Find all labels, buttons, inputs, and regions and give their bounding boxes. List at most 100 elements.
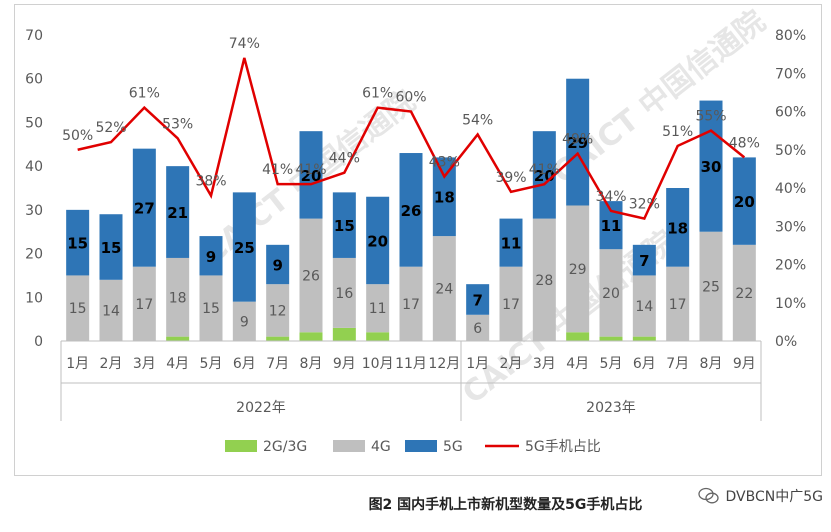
y-right-tick-label: 10% xyxy=(775,296,806,312)
bar-label-5g: 27 xyxy=(134,200,155,218)
bar-5g xyxy=(132,148,156,267)
bar-label-4g: 26 xyxy=(302,268,320,284)
bar-4g xyxy=(499,266,523,341)
bar-4g xyxy=(166,257,190,337)
bar-4g xyxy=(566,205,590,333)
bar-label-5g: 20 xyxy=(734,193,755,211)
bar-4g xyxy=(732,244,756,341)
line-data-label: 60% xyxy=(395,90,426,106)
line-data-label: 53% xyxy=(162,116,193,132)
x-tick-label: 4月 xyxy=(166,356,189,372)
x-tick-label: 2月 xyxy=(100,356,123,372)
bar-5g xyxy=(166,166,190,258)
bar-label-5g: 21 xyxy=(167,204,188,222)
legend-label: 5G手机占比 xyxy=(525,439,601,455)
line-data-label: 48% xyxy=(729,135,760,151)
bar-4g xyxy=(632,275,656,337)
bar-5g xyxy=(66,209,90,276)
bar-label-4g: 12 xyxy=(269,303,287,319)
bar-2g3g xyxy=(299,332,323,341)
legend-label: 4G xyxy=(371,439,391,455)
bar-4g xyxy=(532,218,556,341)
legend-swatch xyxy=(225,440,257,452)
bar-5g xyxy=(732,157,756,245)
line-data-label: 50% xyxy=(62,128,93,144)
line-data-label: 61% xyxy=(362,86,393,102)
bar-5g xyxy=(566,78,590,206)
bar-4g xyxy=(699,231,723,341)
y-right-tick-label: 40% xyxy=(775,181,806,197)
legend-swatch xyxy=(333,440,365,452)
y-right-tick-label: 80% xyxy=(775,28,806,44)
bar-5g xyxy=(266,244,290,285)
bar-label-5g: 7 xyxy=(639,252,649,270)
bar-5g xyxy=(99,214,123,280)
line-data-label: 44% xyxy=(329,151,360,167)
x-tick-label: 5月 xyxy=(200,356,223,372)
x-tick-label: 10月 xyxy=(362,356,394,372)
line-data-label: 41% xyxy=(529,162,560,178)
bar-label-4g: 11 xyxy=(369,301,387,317)
bar-4g xyxy=(466,314,490,341)
x-tick-label: 4月 xyxy=(566,356,589,372)
bar-5g xyxy=(432,157,456,237)
source-mark-text: DVBCN中广5G xyxy=(725,489,823,505)
bar-label-5g: 15 xyxy=(101,239,122,257)
bar-label-4g: 28 xyxy=(535,273,553,289)
x-tick-label: 9月 xyxy=(333,356,356,372)
bar-4g xyxy=(666,266,690,341)
x-tick-label: 11月 xyxy=(395,356,427,372)
y-right-tick-label: 70% xyxy=(775,66,806,82)
bar-4g xyxy=(132,266,156,341)
bar-label-4g: 17 xyxy=(669,297,687,313)
y-left-tick-label: 40 xyxy=(25,159,43,175)
bar-4g xyxy=(299,218,323,333)
bar-label-5g: 20 xyxy=(367,232,388,250)
bar-5g xyxy=(199,236,223,276)
x-tick-label: 8月 xyxy=(700,356,723,372)
x-tick-label: 12月 xyxy=(428,356,460,372)
bar-label-5g: 9 xyxy=(206,248,216,266)
bar-4g xyxy=(432,236,456,341)
y-left-tick-label: 30 xyxy=(25,203,43,219)
bar-label-4g: 14 xyxy=(102,303,120,319)
bar-label-4g: 29 xyxy=(569,262,587,278)
bar-4g xyxy=(266,284,290,337)
x-tick-label: 6月 xyxy=(233,356,256,372)
line-data-label: 55% xyxy=(695,109,726,125)
x-tick-label: 8月 xyxy=(300,356,323,372)
bar-label-5g: 11 xyxy=(601,217,622,235)
line-data-label: 41% xyxy=(295,162,326,178)
line-data-label: 74% xyxy=(229,36,260,52)
bar-label-4g: 15 xyxy=(69,301,87,317)
line-data-label: 51% xyxy=(662,124,693,140)
bar-label-4g: 14 xyxy=(635,299,653,315)
x-tick-label: 3月 xyxy=(133,356,156,372)
y-right-tick-label: 50% xyxy=(775,143,806,159)
bar-label-5g: 9 xyxy=(272,257,282,275)
y-right-tick-label: 0% xyxy=(775,334,797,350)
bar-4g xyxy=(599,249,623,337)
y-left-tick-label: 0 xyxy=(34,334,43,350)
line-data-label: 61% xyxy=(129,86,160,102)
y-left-tick-label: 70 xyxy=(25,28,43,44)
bar-4g xyxy=(232,301,256,341)
bar-5g xyxy=(299,131,323,219)
bar-label-5g: 11 xyxy=(501,235,522,253)
x-tick-label: 7月 xyxy=(666,356,689,372)
bar-5g xyxy=(366,196,390,285)
bar-label-5g: 29 xyxy=(567,134,588,152)
line-data-label: 41% xyxy=(262,162,293,178)
bar-5g xyxy=(332,192,356,258)
x-group-label: 2023年 xyxy=(586,400,636,416)
bar-2g3g xyxy=(632,336,656,341)
figure-caption: 图2 国内手机上市新机型数量及5G手机占比 xyxy=(368,497,643,513)
x-group-label: 2022年 xyxy=(236,400,286,416)
bar-label-4g: 25 xyxy=(702,279,720,295)
bar-5g xyxy=(399,153,423,267)
bar-label-4g: 16 xyxy=(335,286,353,302)
bar-4g xyxy=(399,266,423,341)
y-left-tick-label: 10 xyxy=(25,290,43,306)
bar-5g xyxy=(532,131,556,219)
